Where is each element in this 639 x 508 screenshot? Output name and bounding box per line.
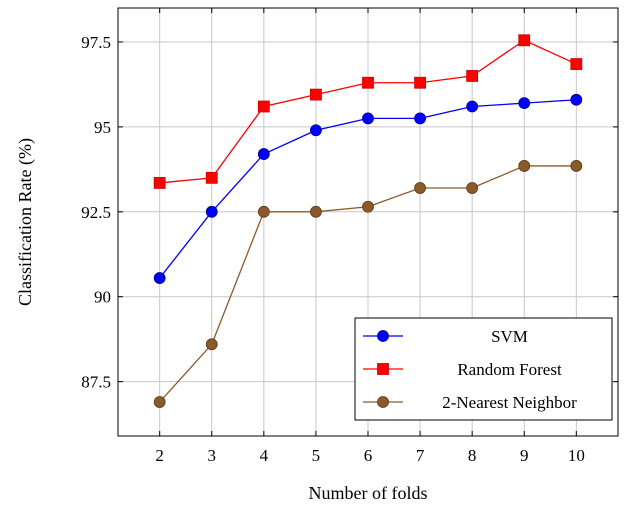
legend-label: Random Forest [457,360,562,379]
data-point [310,88,322,101]
ticks: 2 3 4 5 6 7 8 9 10 87.5 90 92.5 95 97.5 [81,8,618,465]
data-point [518,160,531,172]
y-tick-label: 97.5 [81,33,111,52]
data-point [310,205,322,218]
data-point [570,93,583,106]
y-tick-label: 92.5 [81,203,111,222]
legend-marker [377,330,389,342]
x-axis-label: Number of folds [309,483,428,503]
x-tick-label: 2 [155,446,164,465]
data-point [153,177,166,189]
data-point [310,124,322,137]
x-tick-label: 6 [364,446,373,465]
data-point [466,182,479,194]
x-tick-label: 10 [568,446,585,465]
data-point [466,70,479,82]
data-point [362,200,374,213]
y-axis-label: Classification Rate (%) [15,138,36,306]
data-point [205,171,218,184]
data-point [205,205,218,218]
x-tick-label: 5 [312,446,321,465]
data-point [414,182,426,194]
data-point [205,338,218,351]
series-group [153,34,583,408]
data-point [153,272,166,284]
legend: SVM Random Forest 2-Nearest Neighbor [354,317,613,421]
data-point [518,97,531,110]
legend-label: 2-Nearest Neighbor [442,393,577,412]
data-point [414,76,426,89]
data-point [570,58,583,70]
x-tick-label: 8 [468,446,477,465]
x-tick-label: 4 [260,446,269,465]
x-tick-label: 9 [520,446,529,465]
data-point [257,205,270,218]
data-point [518,34,531,47]
legend-marker [377,363,389,375]
data-point [257,148,270,160]
x-tick-label: 3 [208,446,217,465]
data-point [257,100,270,113]
data-point [414,112,426,125]
y-tick-label: 87.5 [81,373,111,392]
x-tick-label: 7 [416,446,425,465]
data-point [466,100,479,113]
data-point [153,396,166,408]
y-tick-label: 90 [94,288,111,307]
legend-label: SVM [491,327,528,346]
data-point [570,160,583,172]
legend-marker [377,396,389,408]
y-tick-label: 95 [94,118,111,137]
data-point [362,112,374,125]
data-point [362,76,374,89]
